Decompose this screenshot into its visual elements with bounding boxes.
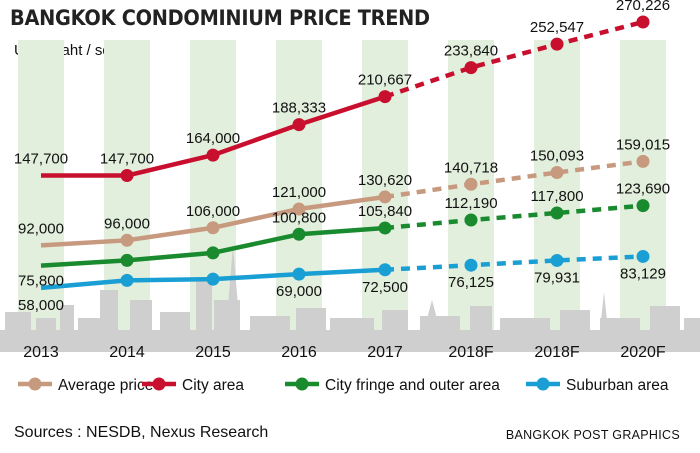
data-point — [636, 154, 650, 168]
year-column-7 — [620, 40, 666, 330]
x-tick-label: 2018F — [534, 344, 580, 361]
data-point — [550, 206, 564, 220]
series-line-forecast — [384, 254, 644, 273]
data-label: 72,500 — [362, 279, 408, 296]
data-point — [120, 169, 134, 183]
data-label: 147,700 — [100, 151, 154, 168]
legend-label: Suburban area — [566, 377, 669, 394]
sources-note: Sources : NESDB, Nexus Research — [14, 424, 269, 441]
data-point — [206, 148, 220, 162]
data-label: 92,000 — [18, 220, 64, 237]
data-label: 252,547 — [530, 19, 584, 36]
legend: Average price City area City fringe and ou… — [18, 377, 669, 394]
data-point — [378, 90, 392, 104]
data-point — [550, 166, 564, 180]
data-point — [206, 272, 220, 286]
data-point — [292, 227, 306, 241]
series-city-area — [41, 15, 650, 183]
x-tick-label: 2014 — [109, 344, 145, 361]
data-label: 270,226 — [616, 0, 670, 14]
data-point — [120, 233, 134, 247]
legend-swatch-dot — [28, 377, 42, 391]
data-label: 83,129 — [620, 265, 666, 282]
series-line-forecast — [384, 19, 644, 99]
data-point — [120, 253, 134, 267]
x-axis-ticks: 2013 2014 2015 2016 2017 2018F 2018F 2020F — [23, 344, 666, 361]
data-point — [636, 249, 650, 263]
x-tick-label: 2016 — [281, 344, 317, 361]
data-point — [292, 202, 306, 216]
legend-swatch-dot — [295, 377, 309, 391]
data-point — [636, 199, 650, 213]
year-column-0 — [18, 40, 64, 330]
data-label: 76,125 — [448, 274, 494, 291]
data-point — [206, 246, 220, 260]
year-column-3 — [276, 40, 322, 330]
data-label: 117,800 — [530, 188, 583, 205]
data-point — [206, 221, 220, 235]
x-tick-label: 2013 — [23, 344, 59, 361]
series-average-price — [40, 154, 650, 248]
data-point — [378, 190, 392, 204]
data-point — [550, 37, 564, 51]
graphics-credit: BANGKOK POST GRAPHICS — [505, 428, 680, 442]
data-label: 233,840 — [444, 43, 498, 60]
data-label: 210,667 — [358, 72, 412, 89]
data-point — [378, 263, 392, 277]
data-label: 150,093 — [530, 148, 584, 165]
data-point — [550, 253, 564, 267]
data-label: 96,000 — [104, 215, 150, 232]
data-point — [292, 267, 306, 281]
data-label: 140,718 — [444, 159, 498, 176]
legend-label: City area — [182, 377, 244, 394]
skyline-silhouette — [0, 245, 700, 352]
data-label: 159,015 — [616, 136, 670, 153]
legend-label: City fringe and outer area — [325, 377, 500, 394]
data-point — [464, 258, 478, 272]
data-point — [636, 15, 650, 29]
background-columns — [18, 40, 666, 330]
year-column-4 — [362, 40, 408, 330]
series-suburban-area — [40, 249, 650, 291]
data-label: 121,000 — [272, 184, 326, 201]
data-label: 106,000 — [186, 203, 240, 220]
data-point — [464, 61, 478, 75]
data-label: 105,840 — [358, 203, 412, 220]
series-line-forecast — [384, 203, 644, 231]
data-label: 123,690 — [616, 181, 670, 198]
x-tick-label: 2018F — [448, 344, 494, 361]
data-label: 164,000 — [186, 130, 240, 147]
data-label: 130,620 — [358, 172, 412, 189]
data-labels: 92,000 96,000 106,000 121,000 130,620 140,718… — [14, 0, 670, 314]
x-tick-label: 2015 — [195, 344, 231, 361]
data-label: 100,800 — [272, 209, 326, 226]
legend-swatch-dot — [152, 377, 166, 391]
data-label: 79,931 — [534, 269, 580, 286]
data-point — [464, 213, 478, 227]
data-point — [378, 221, 392, 235]
x-tick-label: 2020F — [620, 344, 666, 361]
data-label: 69,000 — [276, 283, 322, 300]
data-label: 58,000 — [18, 297, 64, 314]
data-label: 188,333 — [272, 100, 326, 117]
series-city-fringe-and-outer-area — [40, 199, 650, 268]
year-column-6 — [534, 40, 580, 330]
data-label: 112,190 — [444, 195, 497, 212]
legend-label: Average price — [58, 377, 153, 394]
legend-swatch-dot — [536, 377, 550, 391]
data-label: 75,800 — [18, 273, 64, 290]
series-line-forecast — [384, 159, 644, 200]
data-point — [464, 177, 478, 191]
data-point — [120, 273, 134, 287]
chart-title: BANGKOK CONDOMINIUM PRICE TREND — [10, 6, 430, 30]
data-label: 147,700 — [14, 151, 68, 168]
data-point — [292, 118, 306, 132]
x-tick-label: 2017 — [367, 344, 403, 361]
